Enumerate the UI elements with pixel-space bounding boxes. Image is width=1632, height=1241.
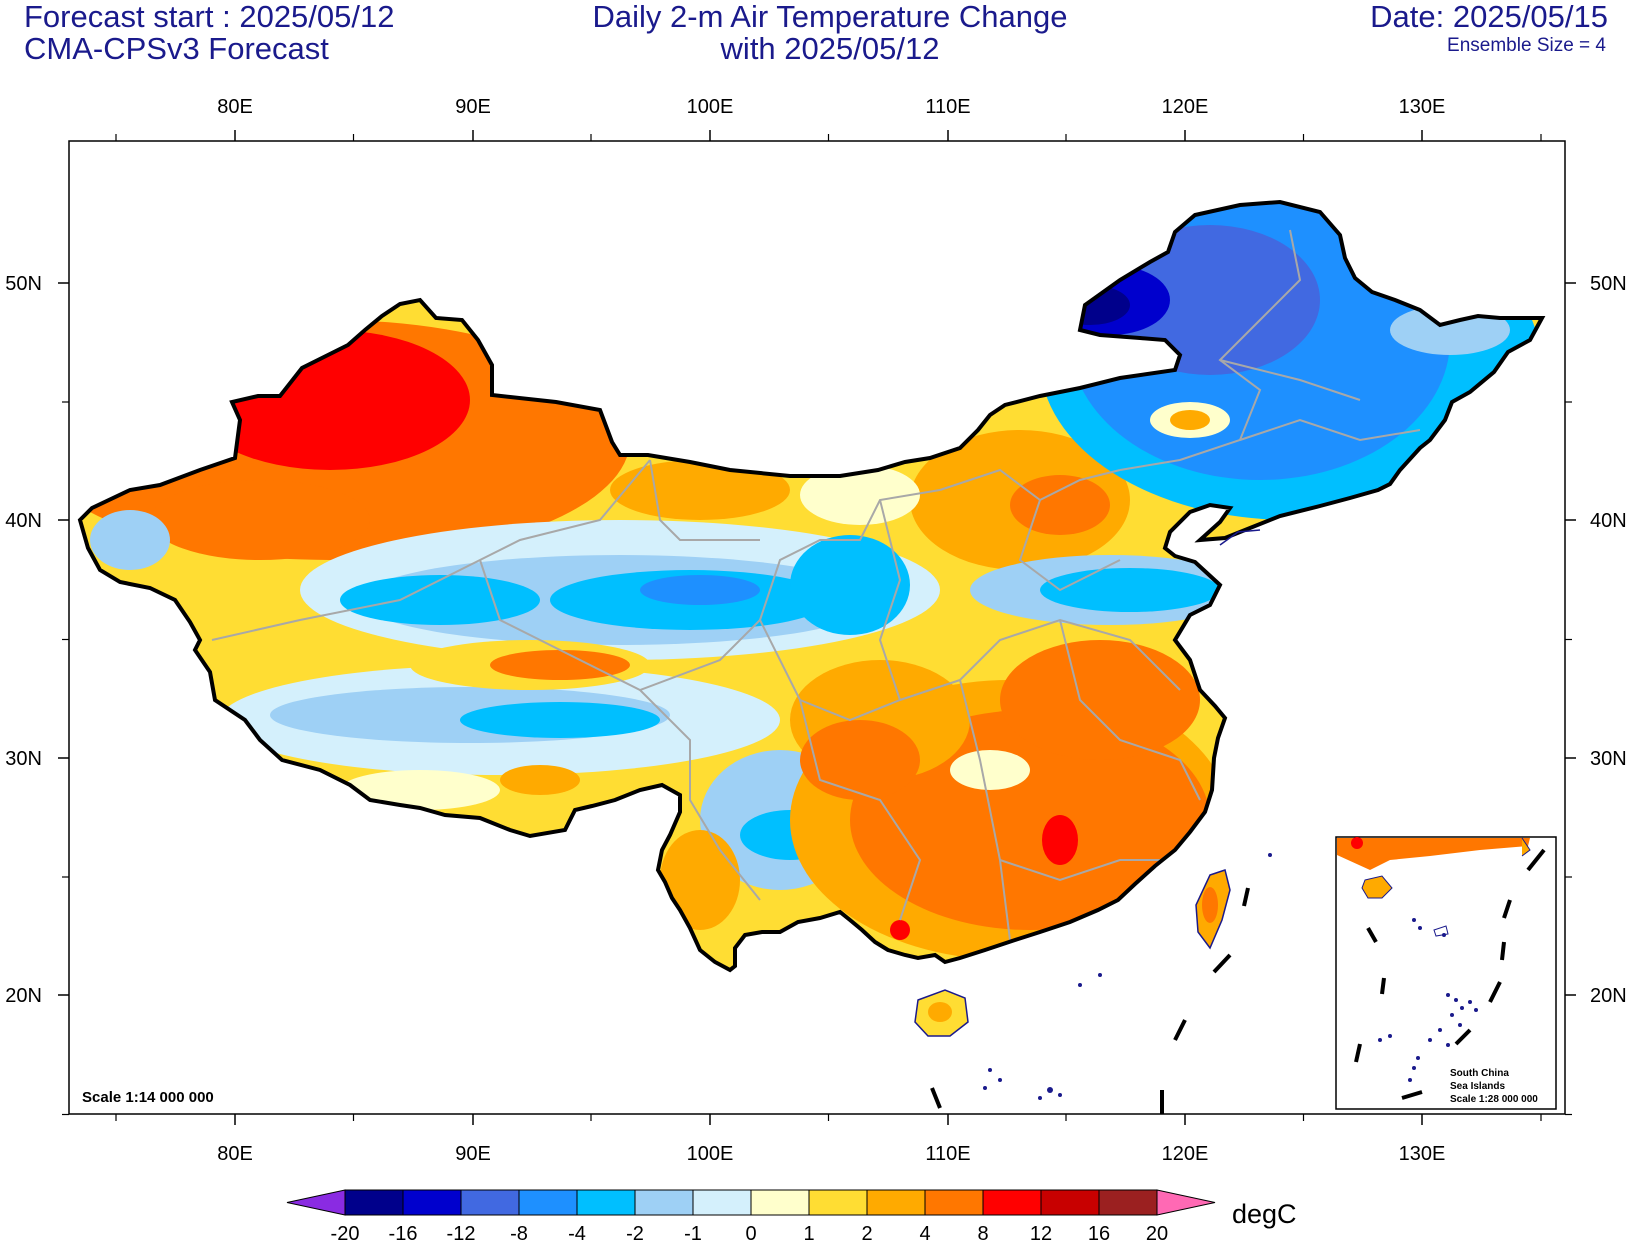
model-label: CMA-CPSv3 Forecast [24,31,329,66]
colorbar-swatch [924,1189,984,1216]
map-title: Daily 2-m Air Temperature Change [592,0,1068,34]
colorbar-tick-label: -1 [684,1223,702,1241]
lon-label-top: 130E [1399,96,1446,118]
lon-label-top: 120E [1162,96,1209,118]
map-scale-label: Scale 1:14 000 000 [82,1089,214,1106]
inset-label-line2: Sea Islands [1450,1081,1505,1092]
lon-label-bottom: 130E [1399,1143,1446,1165]
lat-label-right: 40N [1590,510,1627,532]
colorbar-swatch [576,1189,636,1216]
colorbar-swatch [808,1189,868,1216]
dashed-boundary [930,887,1250,1114]
inset-label-line1: South China [1450,1068,1509,1079]
colorbar-tick-label: 8 [977,1223,988,1241]
colorbar-swatch [1040,1189,1100,1216]
colorbar-high-arrow [1156,1189,1216,1216]
colorbar-swatch [634,1189,694,1216]
taiwan-warm-core [1202,887,1218,923]
colorbar-swatch [750,1189,810,1216]
lat-label-right: 20N [1590,985,1627,1007]
forecast-start-label: Forecast start : 2025/05/12 [24,0,395,34]
colorbar-swatch [518,1189,578,1216]
lon-label-bottom: 120E [1162,1143,1209,1165]
map-subtitle: with 2025/05/12 [720,31,940,66]
colorbar-swatch [1098,1189,1158,1216]
colorbar: degC -20 -16 -12 -8 -4 -2 -1 0 1 2 4 8 12 16 20 [286,1189,1297,1241]
lon-label-top: 100E [687,96,734,118]
colorbar-tick-label: 1 [803,1223,814,1241]
colorbar-tick-label: 0 [745,1223,756,1241]
inset-scale-label: Scale 1:28 000 000 [1450,1094,1538,1105]
coastline-fragment [1219,529,1261,546]
colorbar-tick-label: 4 [919,1223,930,1241]
small-islands [983,853,1272,1100]
longitude-axis: 80E 80E 90E 90E 100E 100E 110E 110E 120E 120E 130E… [115,96,1542,1165]
colorbar-swatch [460,1189,520,1216]
colorbar-tick-label: -2 [626,1223,644,1241]
colorbar-swatch [344,1189,404,1216]
latitude-axis: 50N 50N 40N 40N 30N 30N 20N 20N [5,273,1627,1116]
lat-label-right: 30N [1590,748,1627,770]
lon-label-top: 80E [217,96,253,118]
valid-date-label: Date: 2025/05/15 [1370,0,1608,34]
lat-label-left: 40N [5,510,42,532]
hainan-warm-core [928,1002,952,1022]
lon-label-top: 110E [925,96,970,118]
colorbar-tick-label: -12 [447,1223,476,1241]
colorbar-swatch [982,1189,1042,1216]
colorbar-tick-label: 12 [1030,1223,1052,1241]
colorbar-unit: degC [1232,1199,1297,1229]
colorbar-tick-label: -8 [510,1223,528,1241]
lon-label-bottom: 100E [687,1143,734,1165]
colorbar-low-arrow [286,1189,346,1216]
lon-label-bottom: 90E [455,1143,491,1165]
lon-label-bottom: 110E [925,1143,970,1165]
colorbar-tick-label: 20 [1146,1223,1168,1241]
south-china-sea-inset: South China Sea Islands Scale 1:28 000 0… [1335,836,1557,1110]
colorbar-swatch [692,1189,752,1216]
colorbar-swatch [866,1189,926,1216]
colorbar-tick-label: -20 [331,1223,360,1241]
lat-label-right: 50N [1590,273,1627,295]
colorbar-tick-label: 16 [1088,1223,1110,1241]
lat-label-left: 50N [5,273,42,295]
colorbar-swatch [402,1189,462,1216]
province-boundaries [211,229,1421,941]
lon-label-top: 90E [455,96,491,118]
lat-label-left: 20N [5,985,42,1007]
lon-label-bottom: 80E [217,1143,253,1165]
colorbar-tick-label: 2 [861,1223,872,1241]
colorbar-tick-label: -16 [389,1223,418,1241]
ensemble-size-label: Ensemble Size = 4 [1447,35,1606,56]
colorbar-tick-label: -4 [568,1223,586,1241]
lat-label-left: 30N [5,748,42,770]
